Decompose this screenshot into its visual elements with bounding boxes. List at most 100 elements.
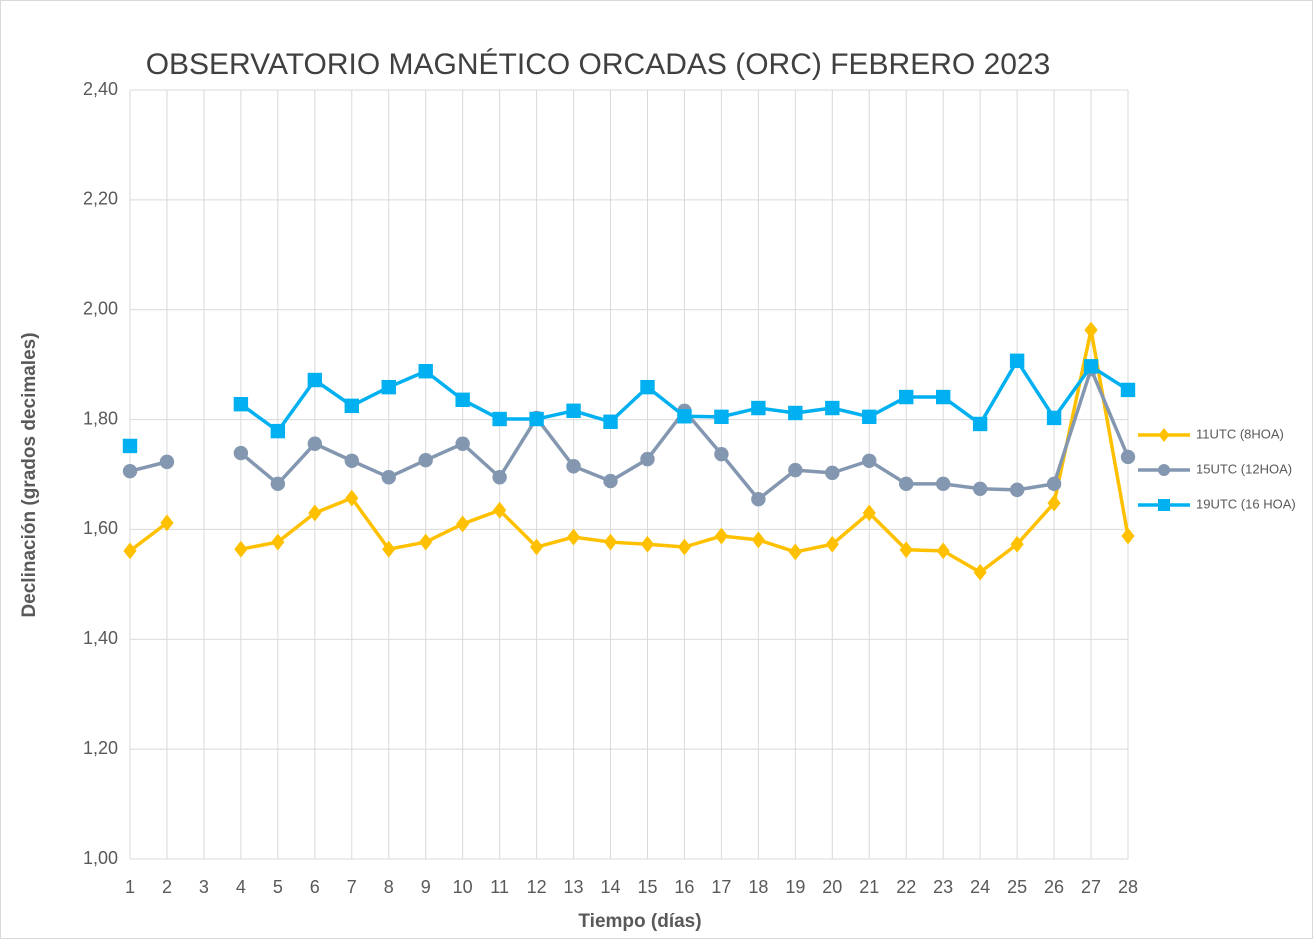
- marker: [381, 379, 396, 395]
- marker: [233, 445, 249, 461]
- marker: [529, 538, 544, 556]
- marker: [456, 515, 470, 533]
- marker: [418, 364, 433, 379]
- marker: [825, 400, 840, 416]
- marker: [899, 476, 914, 492]
- x-tick-label: 6: [310, 877, 320, 897]
- x-tick-label: 1: [125, 877, 135, 897]
- x-tick-label: 17: [711, 877, 731, 897]
- y-tick-label: 2,20: [83, 189, 118, 209]
- y-tick-label: 1,20: [83, 738, 118, 758]
- marker: [1120, 382, 1136, 398]
- y-tick-label: 1,40: [83, 628, 118, 648]
- x-tick-label: 19: [785, 877, 805, 897]
- marker: [270, 476, 286, 492]
- marker: [233, 396, 249, 412]
- marker: [899, 389, 914, 405]
- marker: [603, 473, 618, 489]
- marker: [603, 414, 618, 429]
- marker: [159, 454, 175, 470]
- x-tick-label: 11: [490, 877, 509, 897]
- x-tick-label: 10: [453, 877, 473, 897]
- legend-label: 19UTC (16 HOA): [1196, 496, 1296, 511]
- marker: [788, 405, 803, 421]
- marker: [862, 504, 876, 522]
- marker: [566, 528, 581, 546]
- marker: [935, 389, 951, 405]
- marker: [381, 470, 396, 485]
- marker: [382, 540, 396, 558]
- marker: [455, 392, 470, 407]
- x-tick-label: 25: [1007, 877, 1027, 897]
- x-tick-label: 28: [1118, 877, 1138, 897]
- x-tick-label: 13: [564, 877, 584, 897]
- legend-marker: [1158, 499, 1170, 511]
- x-tick-label: 20: [822, 877, 842, 897]
- x-tick-label: 18: [748, 877, 768, 897]
- x-axis-title: Tiempo (días): [578, 911, 701, 932]
- legend-marker: [1158, 464, 1170, 476]
- marker: [1046, 476, 1062, 492]
- x-tick-label: 4: [236, 877, 246, 897]
- x-tick-label: 23: [933, 877, 953, 897]
- marker: [344, 453, 359, 468]
- marker: [751, 400, 766, 416]
- chart-title: OBSERVATORIO MAGNÉTICO ORCADAS (ORC) FEB…: [146, 48, 1051, 81]
- y-tick-label: 1,00: [83, 848, 118, 868]
- x-tick-label: 21: [859, 877, 879, 897]
- x-tick-label: 27: [1081, 877, 1101, 897]
- x-tick-label: 5: [273, 877, 283, 897]
- marker: [1046, 410, 1062, 426]
- marker: [122, 464, 138, 479]
- marker: [640, 451, 655, 467]
- marker: [418, 453, 433, 468]
- marker: [1120, 449, 1136, 465]
- marker: [714, 409, 729, 425]
- x-tick-label: 26: [1044, 877, 1064, 897]
- marker: [1010, 535, 1024, 553]
- legend-label: 15UTC (12HOA): [1196, 461, 1292, 476]
- y-tick-label: 1,60: [83, 518, 118, 538]
- x-tick-label: 8: [384, 877, 394, 897]
- marker: [677, 538, 692, 556]
- legend-marker: [1158, 428, 1170, 442]
- marker: [1083, 359, 1099, 374]
- marker: [677, 409, 692, 424]
- y-axis-title: Declinación (grados decimales): [19, 332, 40, 617]
- marker: [973, 563, 987, 581]
- marker: [751, 492, 766, 507]
- marker: [603, 533, 618, 551]
- marker: [419, 533, 433, 551]
- y-tick-label: 2,00: [83, 298, 118, 318]
- x-tick-label: 7: [347, 877, 357, 897]
- marker: [455, 436, 470, 451]
- marker: [529, 411, 544, 427]
- marker: [492, 470, 507, 485]
- x-tick-label: 14: [601, 877, 621, 897]
- marker: [640, 379, 655, 395]
- marker: [345, 489, 359, 507]
- marker: [825, 535, 839, 553]
- x-tick-label: 9: [421, 877, 431, 897]
- marker: [270, 423, 286, 439]
- marker: [1009, 353, 1025, 368]
- marker: [935, 476, 951, 492]
- marker: [972, 481, 988, 496]
- x-tick-label: 2: [162, 877, 172, 897]
- marker: [936, 542, 950, 560]
- marker: [862, 453, 877, 468]
- y-tick-label: 2,40: [83, 79, 118, 99]
- marker: [714, 446, 729, 462]
- marker: [751, 531, 765, 549]
- marker: [307, 436, 323, 451]
- x-tick-label: 24: [970, 877, 990, 897]
- x-tick-label: 12: [527, 877, 547, 897]
- marker: [1047, 494, 1061, 512]
- x-tick-label: 16: [674, 877, 694, 897]
- marker: [640, 535, 655, 553]
- marker: [1121, 527, 1135, 545]
- marker: [160, 514, 174, 532]
- legend-label: 11UTC (8HOA): [1196, 426, 1284, 441]
